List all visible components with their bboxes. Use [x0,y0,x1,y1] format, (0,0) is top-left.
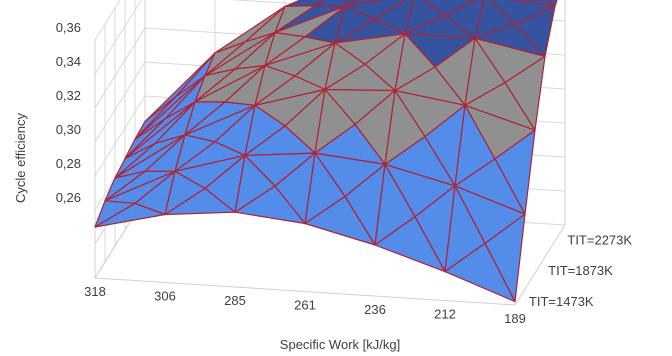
x-axis-label: Specific Work [kJ/kg] [280,337,400,352]
surface-facet [164,187,236,216]
surface-facet [204,41,246,77]
x-tick-label: 318 [84,284,106,299]
x-tick-label: 285 [224,293,246,308]
y-axis-ticks: 0,260,280,300,320,340,360,380,40 [56,0,81,205]
y-tick-label: 0,38 [56,0,81,1]
surface-plot [94,0,558,303]
surface-facet [114,142,156,179]
y-tick-label: 0,26 [56,190,81,205]
x-tick-label: 212 [434,307,456,322]
gridline-z [94,0,121,41]
surface-facet [374,216,446,273]
series-axis-ticks: TIT=1473K TIT=1873K TIT=2273K [529,232,632,309]
floor-outline [94,197,566,306]
surface-facet [134,96,176,140]
surface-facet [94,202,166,228]
x-tick-label: 236 [364,302,386,317]
y-tick-label: 0,36 [56,20,81,35]
x-tick-label: 261 [294,298,316,313]
y-tick-label: 0,34 [56,54,81,69]
x-axis-ticks: 318 306 285 261 236 212 189 [84,284,526,326]
series-tick-label: TIT=1473K [529,294,594,309]
surface-facet [304,195,376,246]
series-tick-label: TIT=2273K [567,232,632,247]
y-tick-label: 0,28 [56,156,81,171]
surface-facet [104,170,146,202]
y-tick-label: 0,32 [56,88,81,103]
x-tick-label: 306 [154,289,176,304]
y-axis-label: Cycle efficiency [13,112,28,203]
surface-facet [194,68,236,103]
x-tick-label: 189 [504,311,526,326]
series-tick-label: TIT=1873K [548,263,613,278]
surface-facet [444,242,516,303]
surface-facet [234,185,306,225]
y-tick-label: 0,30 [56,122,81,137]
surface-facet [124,118,166,160]
